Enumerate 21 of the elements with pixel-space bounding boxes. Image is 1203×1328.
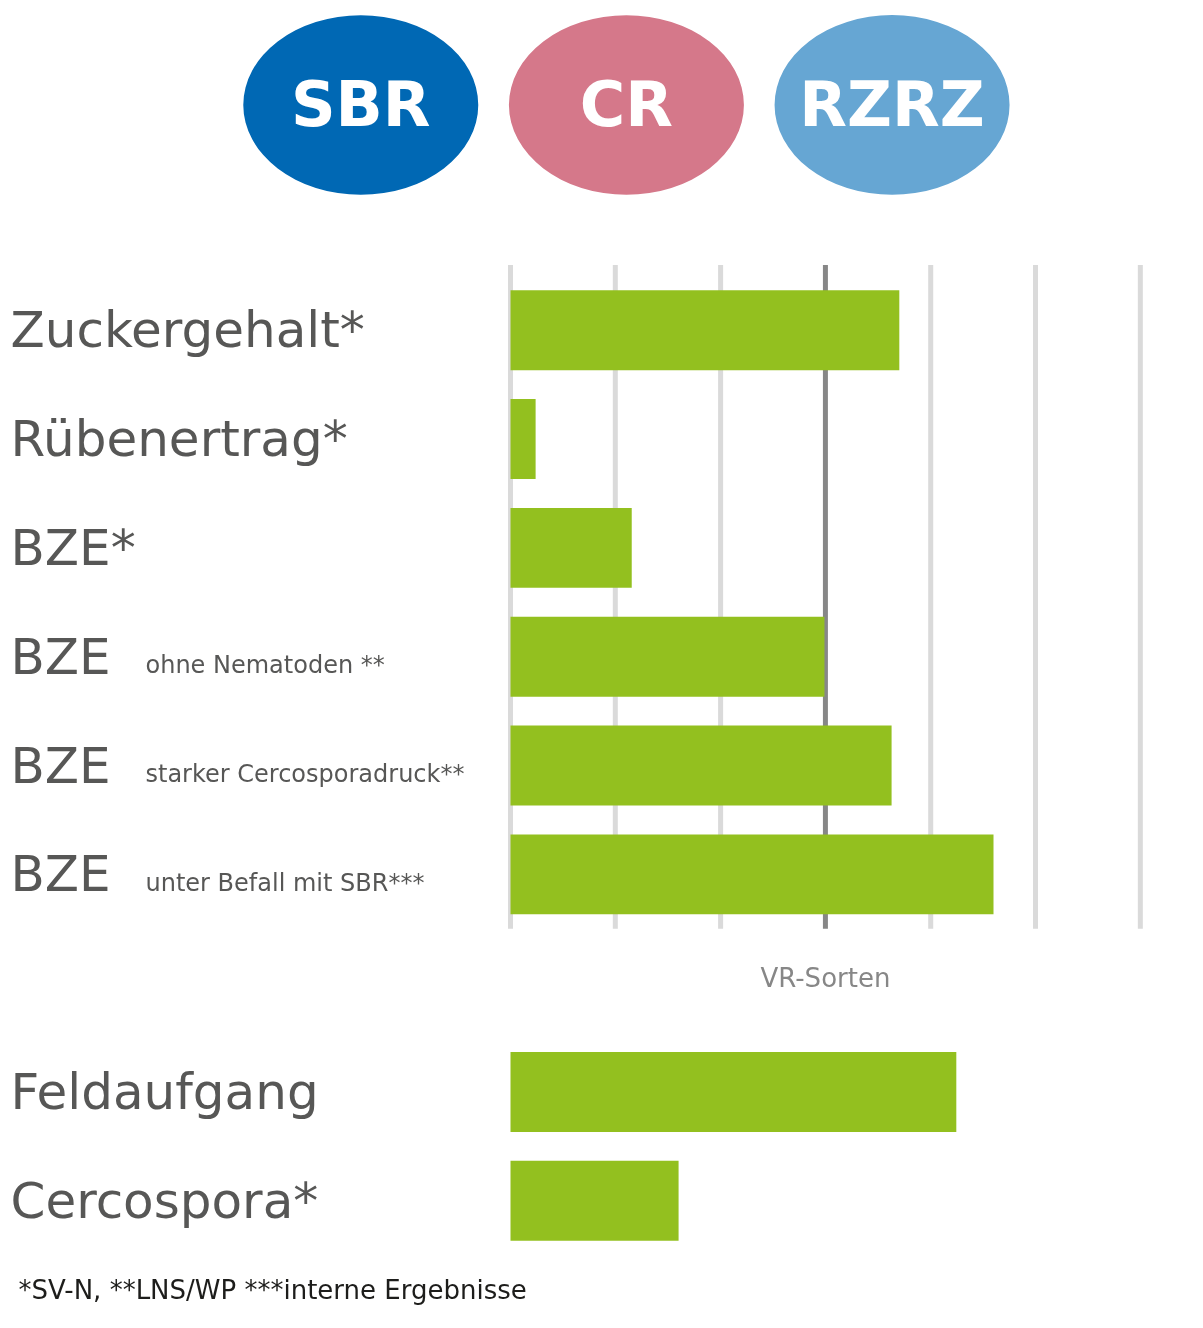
bar [510,1052,957,1132]
text: SBR [290,68,431,142]
bar [510,507,632,588]
y-tick-label: Feldaufgang [10,1062,319,1121]
bar [510,1160,679,1241]
ref-line-label: VR-Sorten [760,962,891,993]
bar [510,725,892,806]
y-tick-label: BZE unter Befall mit SBR*** [10,845,425,904]
bar [510,616,825,697]
bar [510,834,994,915]
y-tick-label: BZE starker Cercosporadruck** [10,736,465,795]
y-tick-label: Rübenertrag* [10,410,348,469]
y-tick-label: BZE* [10,518,136,577]
text: CR [579,68,674,142]
text: *SV-N, **LNS/WP ***interne Ergebnisse [18,1275,527,1306]
y-tick-label: BZE ohne Nematoden ** [10,627,385,686]
bar [510,290,900,371]
y-tick-label: Zuckergehalt* [10,301,365,360]
text: RZRZ [799,68,985,142]
bar [510,399,536,479]
y-tick-label: Cercospora* [10,1171,319,1230]
